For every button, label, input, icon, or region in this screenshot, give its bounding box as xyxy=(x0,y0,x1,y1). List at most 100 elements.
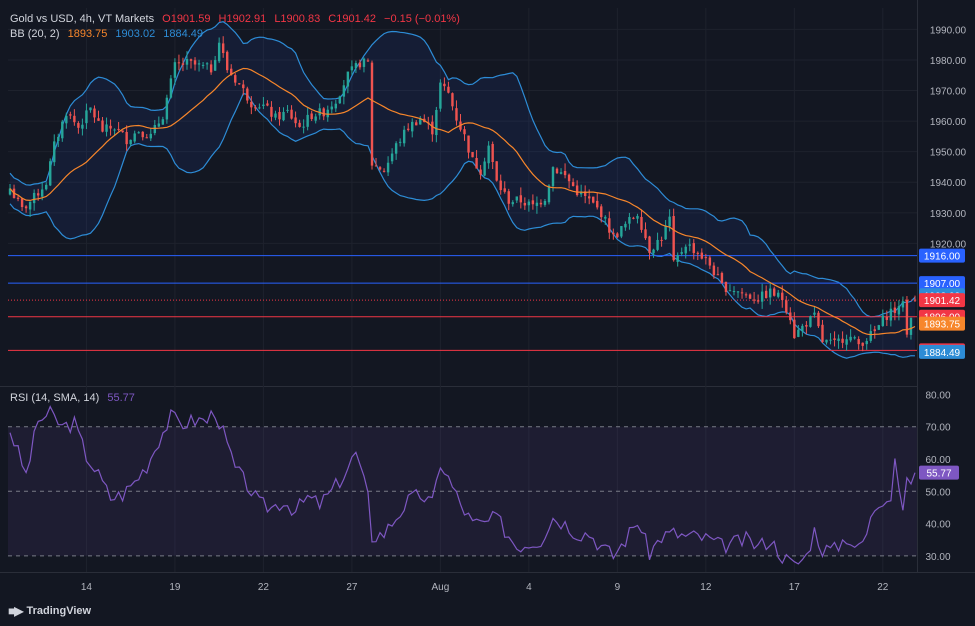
candle-body xyxy=(398,141,402,143)
candle-body xyxy=(507,191,510,204)
candle-body xyxy=(571,182,575,187)
candle-body xyxy=(620,226,623,237)
candle-body xyxy=(503,188,506,192)
rsi-pane[interactable] xyxy=(8,405,917,565)
symbol-label[interactable]: Gold vs USD, 4h, VT Markets xyxy=(10,13,155,25)
candle-body xyxy=(901,301,905,308)
candle-body xyxy=(105,124,108,132)
price-tag: 1893.75 xyxy=(924,320,961,331)
candle-body xyxy=(684,246,687,254)
candle-body xyxy=(861,342,864,346)
bb-basis-value: 1893.75 xyxy=(67,28,108,40)
candle-body xyxy=(230,68,233,76)
candle-body xyxy=(575,185,579,196)
price-tick-label: 1960.00 xyxy=(930,117,967,128)
price-tick-label: 1940.00 xyxy=(930,178,967,189)
candle-body xyxy=(73,115,76,123)
candle-body xyxy=(596,200,599,208)
candle-body xyxy=(443,83,446,87)
low-value: L1900.83 xyxy=(274,13,321,25)
tradingview-logo[interactable]: ■▶ TradingView xyxy=(8,604,91,618)
candle-body xyxy=(181,63,185,65)
candle-body xyxy=(487,145,490,164)
candle-body xyxy=(197,63,201,65)
candle-body xyxy=(137,132,140,134)
candle-body xyxy=(688,244,691,246)
candle-body xyxy=(592,196,595,203)
candle-body xyxy=(246,88,249,101)
bb-label[interactable]: BB (20, 2) xyxy=(10,28,60,40)
candle-body xyxy=(692,243,695,254)
candle-body xyxy=(640,216,643,230)
tradingview-logo-icon: ■▶ xyxy=(8,604,24,618)
legend-price: Gold vs USD, 4h, VT Markets O1901.59 H19… xyxy=(10,13,465,25)
candle-body xyxy=(825,339,828,343)
candle-body xyxy=(350,66,354,71)
candle-body xyxy=(65,115,68,124)
candle-body xyxy=(394,143,398,154)
time-tick-label: 22 xyxy=(258,582,270,593)
candle-body xyxy=(664,225,667,240)
candle-body xyxy=(77,123,80,128)
candle-body xyxy=(40,189,44,197)
candle-body xyxy=(306,114,309,127)
candle-body xyxy=(913,299,917,301)
candle-body xyxy=(298,122,301,127)
candle-body xyxy=(386,162,390,173)
candle-body xyxy=(873,329,876,332)
candle-body xyxy=(821,324,824,342)
candle-body xyxy=(81,124,84,129)
time-tick-label: 22 xyxy=(877,582,889,593)
time-tick-label: 12 xyxy=(700,582,712,593)
candle-body xyxy=(712,265,716,276)
candle-body xyxy=(310,113,313,120)
time-tick-label: 17 xyxy=(789,582,801,593)
candle-body xyxy=(406,128,410,130)
tradingview-logo-text: TradingView xyxy=(26,605,92,617)
candle-body xyxy=(764,290,768,299)
candle-body xyxy=(809,316,812,327)
price-tick-label: 1920.00 xyxy=(930,239,967,250)
candle-body xyxy=(801,325,804,332)
rsi-label[interactable]: RSI (14, SMA, 14) xyxy=(10,392,100,404)
candle-body xyxy=(113,129,116,131)
candle-body xyxy=(109,125,112,129)
candle-body xyxy=(382,170,386,172)
candle-body xyxy=(483,161,486,176)
bb-lower-line xyxy=(9,92,916,359)
candle-body xyxy=(773,288,776,296)
candle-body xyxy=(153,125,157,134)
candle-body xyxy=(881,315,885,327)
candle-body xyxy=(431,121,434,135)
candle-body xyxy=(515,196,519,201)
rsi-tick-label: 50.00 xyxy=(925,487,950,498)
candle-body xyxy=(539,202,543,205)
candle-body xyxy=(378,167,382,170)
candle-body xyxy=(169,78,173,98)
candle-body xyxy=(616,233,619,238)
candle-body xyxy=(49,161,52,186)
time-tick-label: 27 xyxy=(346,582,358,593)
candle-body xyxy=(286,109,289,111)
candle-body xyxy=(841,338,844,343)
candle-body xyxy=(28,201,32,210)
change-value: −0.15 (−0.01%) xyxy=(384,13,460,25)
candle-body xyxy=(374,165,378,167)
candle-body xyxy=(724,281,728,292)
candle-body xyxy=(133,133,136,142)
candle-body xyxy=(535,202,539,206)
candle-body xyxy=(213,60,217,71)
bb-band-fill xyxy=(10,21,915,359)
time-axis-border xyxy=(0,572,975,573)
candle-body xyxy=(805,325,808,327)
candle-body xyxy=(45,184,48,190)
candle-body xyxy=(813,312,816,315)
candle-body xyxy=(125,132,128,145)
candle-body xyxy=(736,291,740,293)
candle-body xyxy=(781,292,784,301)
candle-body xyxy=(189,59,193,61)
candle-body xyxy=(519,195,523,203)
candle-body xyxy=(270,106,273,117)
price-pane[interactable] xyxy=(8,21,917,359)
